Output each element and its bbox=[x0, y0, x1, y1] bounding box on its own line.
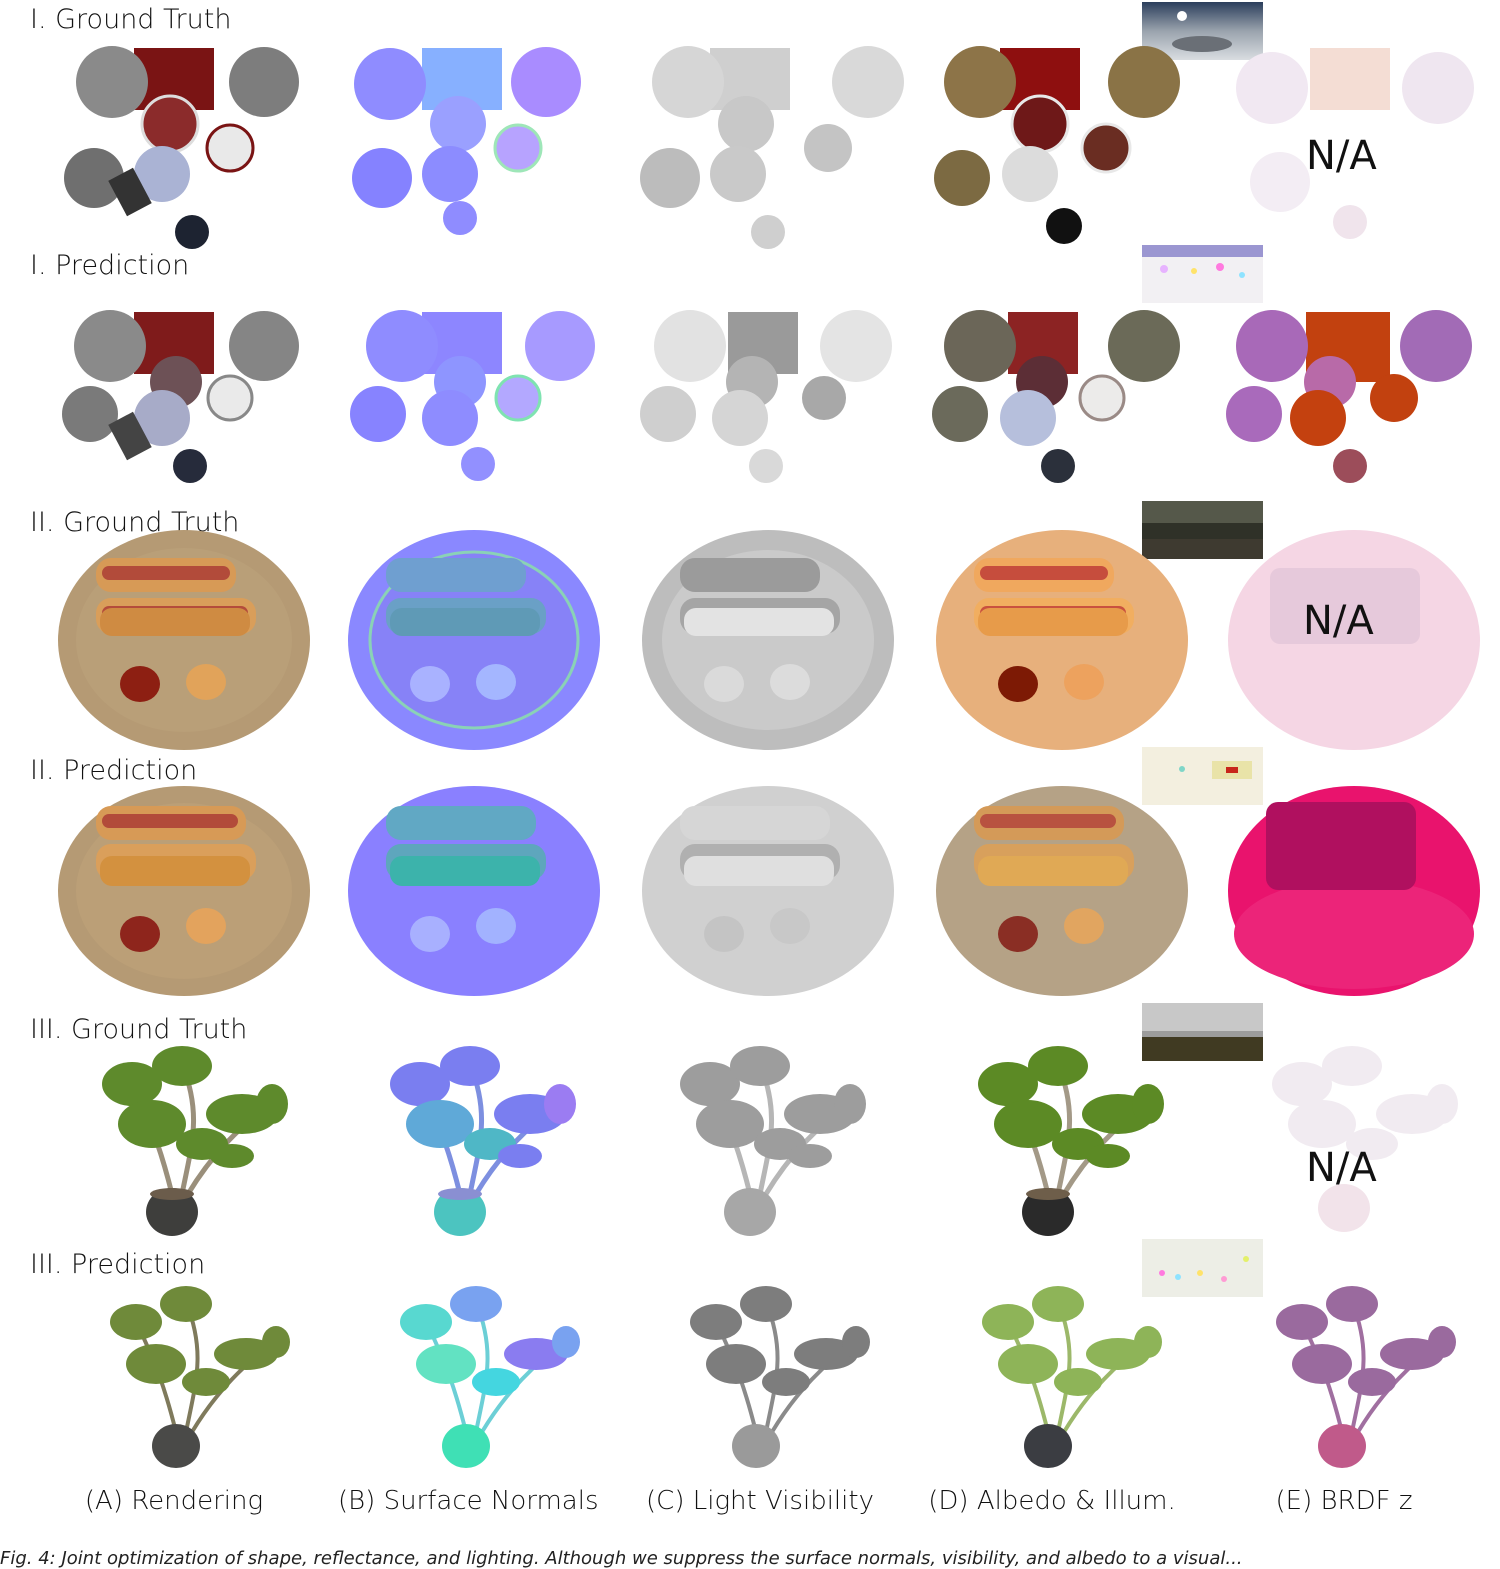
env-map-3-ground-truth bbox=[1142, 1003, 1263, 1061]
row-label-2-prediction: II. Prediction bbox=[30, 755, 198, 786]
plant-prediction-normals bbox=[390, 1282, 586, 1472]
env-map-1-ground-truth bbox=[1142, 2, 1263, 60]
hotdogs-ground-truth-visibility bbox=[640, 528, 896, 752]
column-label-brdf-z: (E) BRDF z bbox=[1275, 1486, 1413, 1516]
env-map-2-prediction bbox=[1142, 747, 1263, 805]
hotdogs-prediction-rendering bbox=[56, 784, 312, 998]
plant-prediction-rendering bbox=[100, 1282, 296, 1472]
plant-prediction-brdf bbox=[1266, 1282, 1462, 1472]
hotdogs-ground-truth-albedo bbox=[934, 528, 1190, 752]
hotdogs-ground-truth-brdf bbox=[1226, 528, 1482, 752]
drums-prediction-rendering bbox=[52, 282, 332, 502]
figure-caption: Fig. 4: Joint optimization of shape, ref… bbox=[0, 1548, 1243, 1569]
hotdogs-prediction-brdf bbox=[1226, 784, 1482, 998]
hotdogs-ground-truth-normals bbox=[346, 528, 602, 752]
drums-prediction-brdf bbox=[1210, 282, 1490, 502]
row-label-3-prediction: III. Prediction bbox=[30, 1249, 206, 1280]
na-label-row-3: N/A bbox=[1306, 1145, 1377, 1191]
row-label-3-ground-truth: III. Ground Truth bbox=[30, 1014, 248, 1045]
hotdogs-prediction-visibility bbox=[640, 784, 896, 998]
drums-ground-truth-normals bbox=[340, 38, 620, 258]
plant-ground-truth-albedo bbox=[968, 1044, 1168, 1240]
drums-prediction-visibility bbox=[628, 282, 908, 502]
drums-ground-truth-visibility bbox=[628, 38, 908, 258]
column-label-albedo-illum: (D) Albedo & Illum. bbox=[928, 1486, 1176, 1516]
plant-prediction-visibility bbox=[680, 1282, 876, 1472]
hotdogs-ground-truth-rendering bbox=[56, 528, 312, 752]
na-label-row-1: N/A bbox=[1306, 133, 1377, 179]
hotdogs-prediction-normals bbox=[346, 784, 602, 998]
column-label-rendering: (A) Rendering bbox=[84, 1486, 264, 1516]
drums-prediction-normals bbox=[340, 282, 620, 502]
env-map-1-prediction bbox=[1142, 245, 1263, 303]
hotdogs-prediction-albedo bbox=[934, 784, 1190, 998]
row-label-1-prediction: I. Prediction bbox=[30, 250, 190, 281]
drums-prediction-albedo bbox=[918, 282, 1198, 502]
env-map-2-ground-truth bbox=[1142, 501, 1263, 559]
env-map-3-prediction bbox=[1142, 1239, 1263, 1297]
plant-ground-truth-visibility bbox=[670, 1044, 870, 1240]
column-label-light-visibility: (C) Light Visibility bbox=[646, 1486, 874, 1516]
drums-ground-truth-brdf bbox=[1210, 38, 1490, 258]
drums-ground-truth-albedo bbox=[918, 38, 1198, 258]
row-label-1-ground-truth: I. Ground Truth bbox=[30, 4, 232, 35]
plant-ground-truth-rendering bbox=[92, 1044, 292, 1240]
drums-ground-truth-rendering bbox=[52, 38, 332, 258]
plant-ground-truth-normals bbox=[380, 1044, 580, 1240]
na-label-row-2: N/A bbox=[1303, 598, 1374, 644]
plant-prediction-albedo bbox=[972, 1282, 1168, 1472]
column-label-surface-normals: (B) Surface Normals bbox=[338, 1486, 599, 1516]
plant-ground-truth-brdf bbox=[1262, 1044, 1462, 1240]
